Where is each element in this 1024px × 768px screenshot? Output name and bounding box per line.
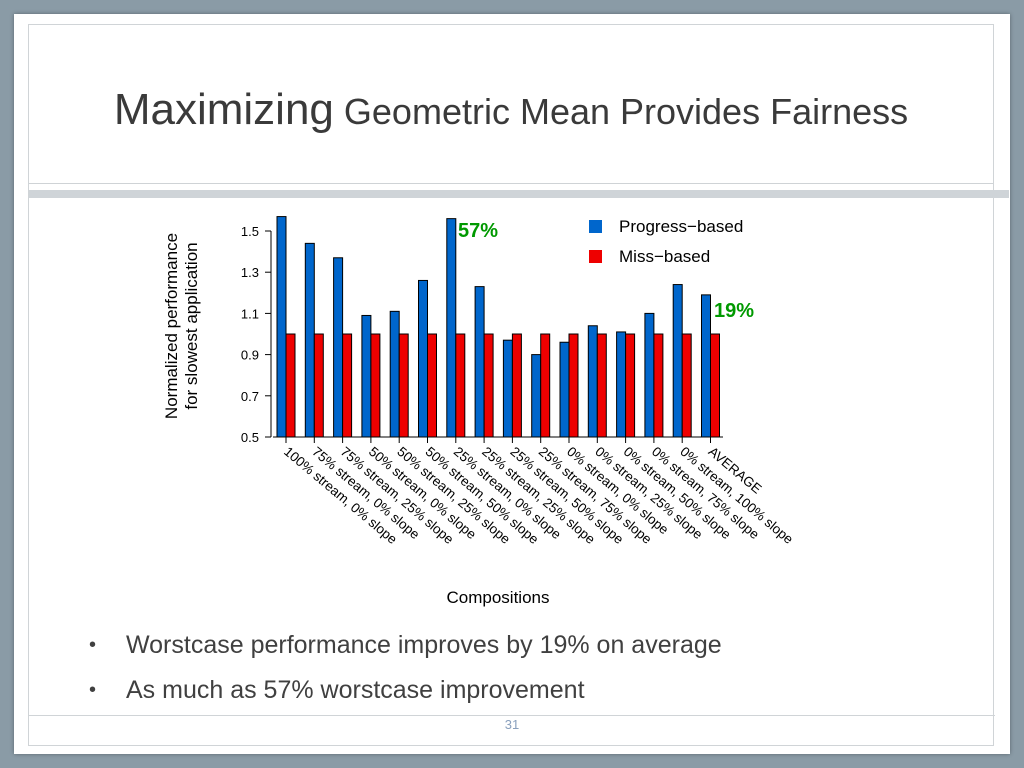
title-part-1: Maximizing xyxy=(113,85,334,134)
bar-miss-based xyxy=(427,333,437,438)
bar-progress-based xyxy=(276,216,287,438)
y-tick-label: 0.9 xyxy=(241,348,259,363)
y-axis-label: for slowest application xyxy=(182,242,201,409)
bar-progress-based xyxy=(304,242,315,438)
bar-miss-based xyxy=(313,333,324,438)
bar-miss-based xyxy=(455,333,466,438)
bar-progress-based xyxy=(587,325,598,438)
bullet-text: As much as 57% worstcase improvement xyxy=(126,676,585,704)
bar-progress-based xyxy=(672,284,683,438)
slide: Maximizing Geometric Mean Provides Fairn… xyxy=(14,14,1010,754)
bar-miss-based xyxy=(540,333,551,438)
bar-progress-based xyxy=(474,286,485,438)
y-axis-label: Normalized performance xyxy=(162,233,181,419)
page-number: 31 xyxy=(504,717,520,732)
bar-miss-based xyxy=(625,333,636,438)
bullet-item: • Worstcase performance improves by 19% … xyxy=(89,628,989,673)
bullet-text: Worstcase performance improves by 19% on… xyxy=(126,631,722,659)
bar-miss-based xyxy=(370,333,381,438)
bar-miss-based xyxy=(681,333,692,438)
y-tick-label: 0.7 xyxy=(241,389,259,404)
bar-progress-based xyxy=(333,257,344,438)
bar-miss-based xyxy=(398,333,409,438)
x-axis-label: Compositions xyxy=(447,588,550,607)
legend-swatch-miss xyxy=(589,250,602,263)
bar-progress-based xyxy=(644,312,655,438)
y-tick-label: 1.3 xyxy=(241,265,259,280)
title-area: Maximizing Geometric Mean Provides Fairn… xyxy=(29,25,993,184)
bar-miss-based xyxy=(568,333,579,438)
bar-miss-based xyxy=(285,333,296,438)
legend-label: Miss−based xyxy=(619,247,710,266)
bar-progress-based xyxy=(418,279,428,438)
bullet-item: • As much as 57% worstcase improvement xyxy=(89,673,989,718)
bar-miss-based xyxy=(511,333,522,438)
y-tick-label: 1.1 xyxy=(241,306,259,321)
y-tick-label: 0.5 xyxy=(241,430,259,445)
title-divider xyxy=(29,190,1009,198)
bar-miss-based xyxy=(483,333,494,438)
bar-progress-based xyxy=(531,354,542,438)
bar-progress-based xyxy=(361,314,372,438)
bar-progress-based xyxy=(559,341,570,438)
footer-divider xyxy=(29,715,995,716)
bar-miss-based xyxy=(342,333,353,438)
title-part-2: Geometric Mean Provides Fairness xyxy=(333,91,909,132)
slide-title: Maximizing Geometric Mean Provides Fairn… xyxy=(29,85,993,135)
bullet-list: • Worstcase performance improves by 19% … xyxy=(89,628,989,718)
bar-progress-based xyxy=(616,331,627,438)
bar-miss-based xyxy=(653,333,664,438)
slide-frame: Maximizing Geometric Mean Provides Fairn… xyxy=(28,24,1009,746)
bar-progress-based xyxy=(502,339,513,438)
bullet-dot-icon: • xyxy=(89,679,97,701)
legend-swatch-progress xyxy=(589,220,602,233)
bar-chart: 0.5 0.7 0.9 1.1 1.3 1.5 Normalized performance… xyxy=(162,216,796,607)
y-tick-label: 1.5 xyxy=(241,224,259,239)
legend-label: Progress−based xyxy=(619,217,743,236)
bar-progress-based xyxy=(389,310,400,438)
annotation-19-percent: 19% xyxy=(714,300,754,322)
bar-progress-based xyxy=(701,294,711,438)
bullet-dot-icon: • xyxy=(89,634,97,656)
annotation-57-percent: 57% xyxy=(458,220,498,242)
bar-progress-based xyxy=(446,218,457,438)
bar-miss-based xyxy=(596,333,607,438)
bar-miss-based xyxy=(710,333,720,438)
